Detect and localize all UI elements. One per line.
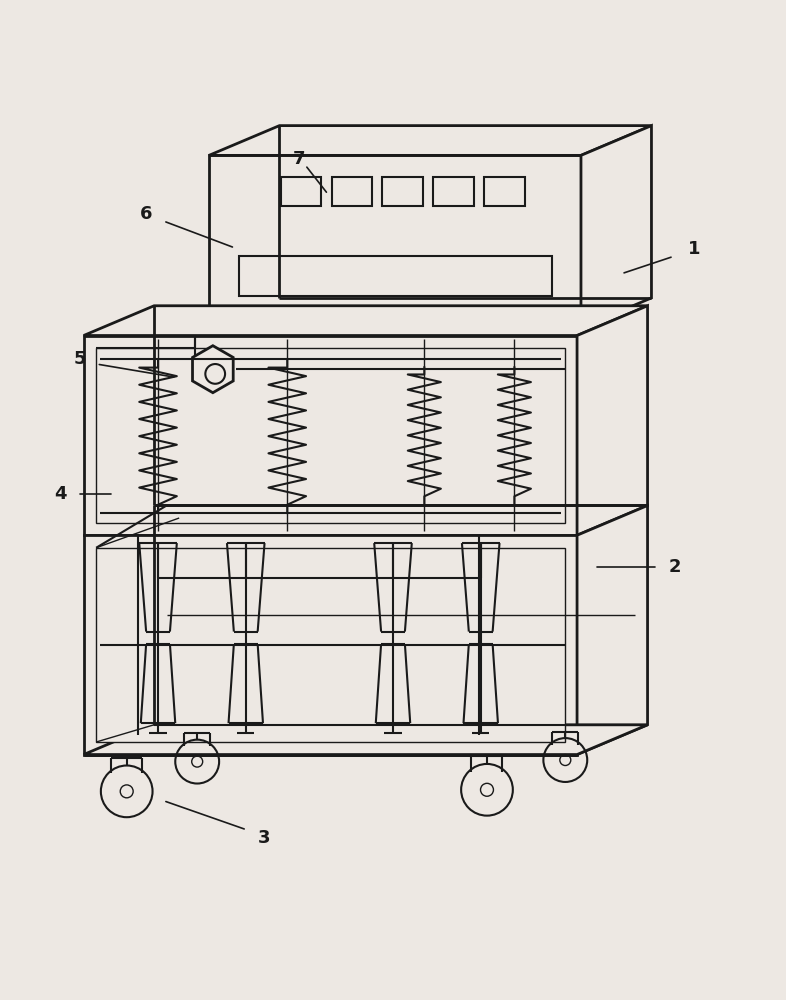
- Bar: [239, 256, 552, 296]
- Bar: [83, 336, 577, 535]
- Polygon shape: [193, 346, 233, 393]
- Bar: [96, 548, 564, 742]
- Bar: [484, 177, 525, 206]
- Polygon shape: [581, 126, 652, 328]
- Text: 7: 7: [292, 150, 305, 168]
- Text: 4: 4: [54, 485, 66, 503]
- Text: 6: 6: [140, 205, 152, 223]
- Polygon shape: [83, 725, 648, 755]
- Text: 1: 1: [689, 240, 701, 258]
- Bar: [209, 155, 581, 328]
- Text: 5: 5: [73, 350, 86, 368]
- Bar: [383, 177, 423, 206]
- Bar: [281, 177, 321, 206]
- Polygon shape: [577, 505, 648, 755]
- Bar: [433, 177, 474, 206]
- Text: 2: 2: [669, 558, 681, 576]
- Bar: [83, 535, 577, 755]
- Polygon shape: [209, 126, 652, 155]
- Bar: [96, 348, 564, 523]
- Polygon shape: [577, 306, 648, 535]
- Polygon shape: [83, 306, 648, 336]
- Bar: [332, 177, 373, 206]
- Text: 3: 3: [258, 829, 270, 847]
